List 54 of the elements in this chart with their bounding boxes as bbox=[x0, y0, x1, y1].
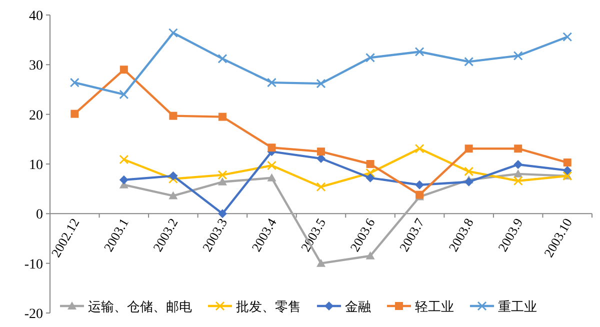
y-tick-label: -20 bbox=[24, 307, 43, 322]
point bbox=[562, 166, 572, 175]
point bbox=[119, 90, 129, 100]
point bbox=[316, 78, 326, 88]
point bbox=[366, 52, 376, 62]
point bbox=[168, 171, 178, 180]
y-tick-label: 10 bbox=[29, 158, 43, 173]
point bbox=[119, 154, 129, 164]
point bbox=[168, 191, 178, 200]
point bbox=[168, 28, 178, 38]
point bbox=[513, 50, 523, 60]
point bbox=[464, 56, 474, 66]
point bbox=[218, 112, 226, 121]
legend-label: 运输、仓储、邮电 bbox=[88, 299, 192, 314]
point bbox=[366, 173, 375, 182]
y-tick-label: 30 bbox=[29, 58, 43, 74]
legend-label: 重工业 bbox=[498, 299, 537, 314]
point bbox=[268, 144, 276, 152]
point bbox=[464, 166, 474, 176]
point bbox=[514, 160, 523, 169]
y-tick-label: 0 bbox=[36, 208, 43, 223]
point bbox=[218, 170, 228, 180]
point bbox=[70, 110, 79, 118]
point bbox=[514, 169, 523, 178]
y-tick-label: -10 bbox=[24, 257, 43, 272]
y-tick-label: 20 bbox=[29, 108, 43, 124]
point bbox=[218, 209, 227, 218]
point bbox=[464, 177, 474, 186]
point bbox=[316, 182, 326, 192]
legend-label: 金融 bbox=[345, 299, 371, 314]
y-tick-label: 40 bbox=[29, 9, 43, 24]
legend-label: 批发、零售 bbox=[236, 299, 301, 314]
point bbox=[366, 168, 376, 178]
point bbox=[513, 176, 523, 186]
point bbox=[169, 112, 178, 120]
legend-label: 轻工业 bbox=[415, 299, 454, 314]
point bbox=[266, 78, 276, 88]
point bbox=[267, 173, 276, 182]
point bbox=[317, 148, 325, 156]
point bbox=[414, 47, 424, 57]
point bbox=[266, 160, 276, 170]
point bbox=[563, 158, 572, 167]
point bbox=[316, 258, 326, 267]
point bbox=[562, 32, 572, 42]
point bbox=[514, 144, 522, 153]
point bbox=[414, 144, 424, 154]
point bbox=[70, 78, 80, 88]
point bbox=[415, 180, 424, 190]
point bbox=[218, 177, 227, 186]
point bbox=[218, 54, 228, 64]
point bbox=[464, 144, 473, 153]
point bbox=[366, 160, 374, 168]
point bbox=[119, 175, 128, 184]
point bbox=[120, 66, 128, 74]
